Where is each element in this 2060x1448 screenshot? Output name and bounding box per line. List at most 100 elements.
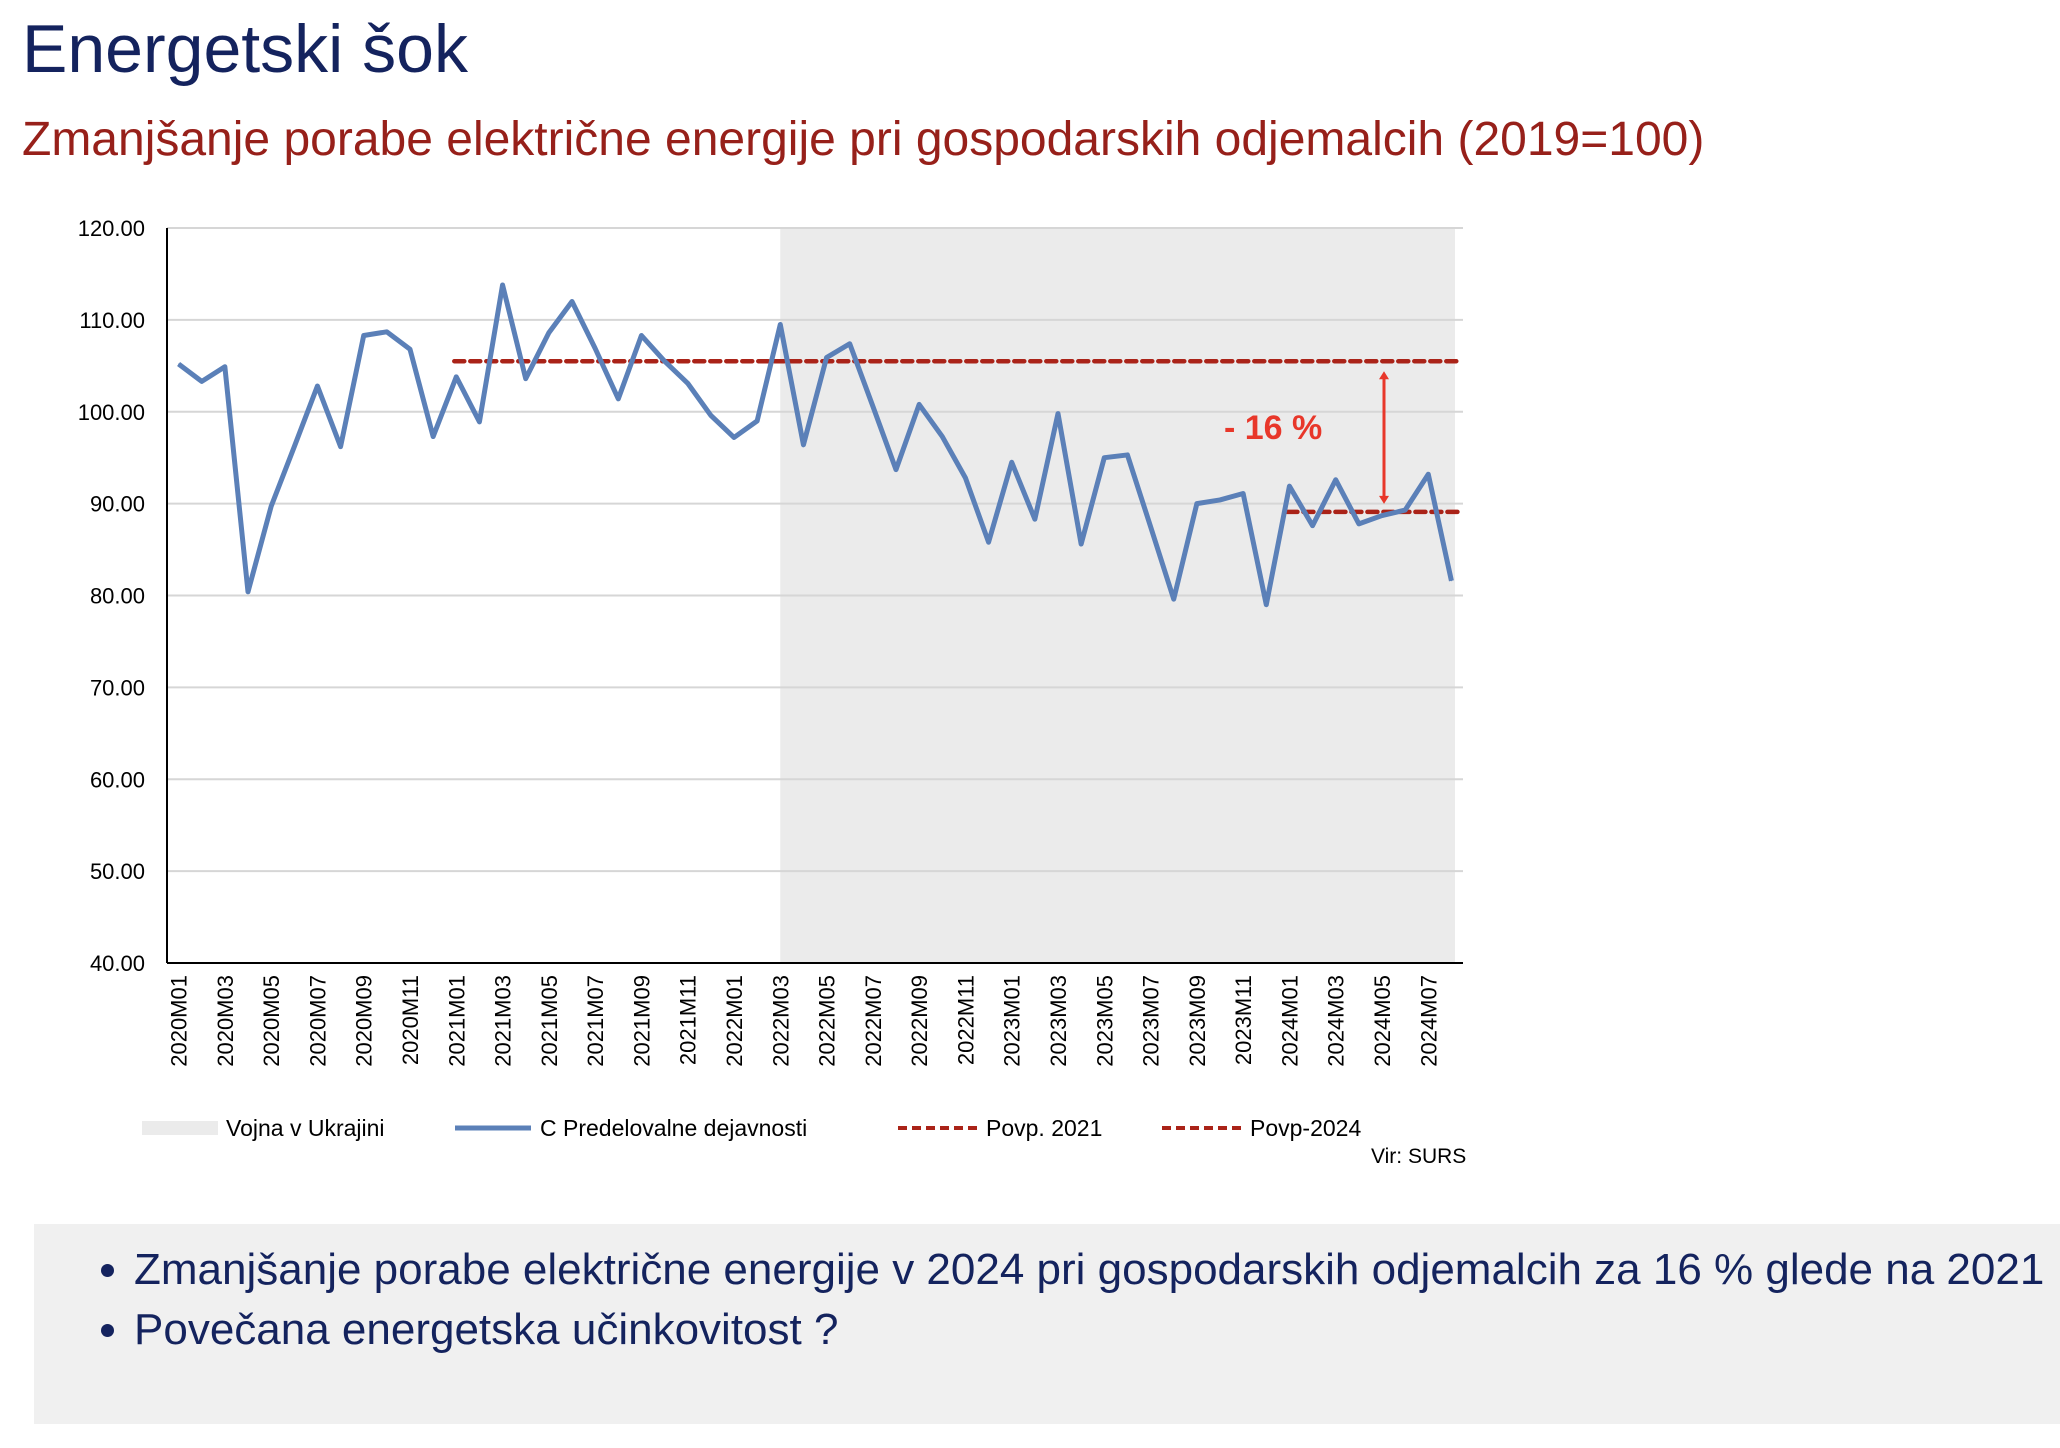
y-tick-label: 70.00 — [90, 675, 145, 700]
arrow-head-up — [1379, 371, 1389, 380]
y-tick-label: 60.00 — [90, 767, 145, 792]
y-tick-label: 110.00 — [79, 308, 145, 333]
x-tick-label: 2024M01 — [1277, 975, 1302, 1067]
data-point — [1404, 509, 1406, 511]
x-tick-label: 2023M03 — [1046, 975, 1071, 1067]
x-tick-label: 2022M11 — [953, 975, 978, 1065]
data-point — [1196, 503, 1198, 505]
x-tick-label: 2021M07 — [583, 975, 608, 1067]
x-tick-label: 2020M07 — [305, 975, 330, 1067]
x-tick-label: 2021M11 — [676, 975, 701, 1065]
x-tick-label: 2023M05 — [1092, 975, 1117, 1067]
data-point — [733, 436, 735, 438]
data-point — [988, 541, 990, 543]
line-chart: 40.00 50.00 60.00 70.00 80.00 90.00 100.00 110.… — [78, 216, 1463, 1141]
x-tick-label: 2023M07 — [1139, 975, 1164, 1067]
x-tick-label: 2020M05 — [259, 975, 284, 1067]
y-tick-label: 40.00 — [90, 951, 145, 976]
data-point — [1103, 457, 1105, 459]
data-point — [687, 382, 689, 384]
data-point — [1427, 473, 1429, 475]
data-point — [409, 348, 411, 350]
bullet-item: Zmanjšanje porabe električne energije v … — [134, 1242, 2060, 1298]
data-point — [872, 405, 874, 407]
legend-label: Povp-2024 — [1250, 1115, 1361, 1141]
legend-label: C Predelovalne dejavnosti — [540, 1115, 807, 1141]
data-point — [316, 385, 318, 387]
y-tick-label: 100.00 — [78, 400, 145, 425]
x-tick-label: 2022M09 — [907, 975, 932, 1067]
data-point — [941, 436, 943, 438]
source-note: Vir: SURS — [1371, 1145, 1467, 1168]
y-tick-label: 80.00 — [90, 584, 145, 609]
data-point — [224, 366, 226, 368]
data-point — [548, 332, 550, 334]
data-point — [710, 414, 712, 416]
series-line-manufacturing — [177, 282, 1454, 608]
data-point — [455, 376, 457, 378]
x-tick-label: 2021M01 — [444, 975, 469, 1067]
x-tick-label: 2020M09 — [352, 975, 377, 1067]
data-point — [1057, 413, 1059, 415]
legend-label: Vojna v Ukrajini — [226, 1115, 385, 1141]
x-tick-label: 2021M03 — [491, 975, 516, 1067]
data-point — [502, 284, 504, 286]
data-point — [571, 301, 573, 302]
data-point — [1080, 543, 1082, 545]
data-point — [478, 421, 480, 423]
data-point — [340, 446, 342, 448]
data-point — [1381, 515, 1383, 517]
y-tick-label: 90.00 — [90, 492, 145, 517]
data-point — [664, 360, 666, 362]
x-tick-label: 2021M05 — [537, 975, 562, 1067]
x-tick-label: 2020M01 — [167, 975, 192, 1067]
data-point — [640, 334, 642, 336]
data-point — [964, 477, 966, 479]
data-point — [895, 469, 897, 471]
legend-label: Povp. 2021 — [986, 1115, 1102, 1141]
data-point — [1242, 493, 1244, 495]
page-title: Energetski šok — [22, 11, 468, 87]
data-point — [802, 444, 804, 446]
data-point — [432, 436, 434, 438]
data-point — [1288, 485, 1290, 487]
x-tick-label: 2023M01 — [1000, 975, 1025, 1067]
data-point — [1126, 454, 1128, 456]
data-point — [363, 334, 365, 336]
data-point — [386, 331, 388, 333]
x-tick-label: 2022M05 — [815, 975, 840, 1067]
x-tick-label: 2024M03 — [1324, 975, 1349, 1067]
data-point — [201, 380, 203, 382]
data-point — [1034, 518, 1036, 520]
data-point — [1173, 598, 1175, 600]
y-tick-label: 50.00 — [90, 859, 145, 884]
arrow-head-down — [1379, 495, 1389, 504]
data-point — [1335, 479, 1337, 481]
x-tick-label: 2023M11 — [1231, 975, 1256, 1065]
data-point — [270, 505, 272, 507]
x-tick-label: 2022M03 — [768, 975, 793, 1067]
legend-swatch-war — [142, 1121, 218, 1135]
bullet-item: Povečana energetska učinkovitost ? — [134, 1302, 2060, 1358]
data-point — [617, 398, 619, 400]
data-point — [1450, 580, 1452, 582]
data-point — [1312, 525, 1314, 527]
data-point — [178, 363, 180, 365]
x-tick-label: 2023M09 — [1185, 975, 1210, 1067]
x-tick-label: 2020M11 — [398, 975, 423, 1065]
data-point — [1265, 604, 1267, 606]
data-point — [779, 323, 781, 325]
x-tick-label: 2020M03 — [213, 975, 238, 1067]
x-tick-label: 2021M09 — [629, 975, 654, 1067]
data-point — [1358, 523, 1360, 525]
data-point — [525, 378, 527, 380]
y-tick-label: 120.00 — [78, 216, 145, 241]
x-tick-label: 2024M07 — [1416, 975, 1441, 1067]
data-point — [756, 420, 758, 422]
chart-subtitle: Zmanjšanje porabe električne energije pr… — [22, 113, 1705, 166]
data-point — [1150, 526, 1152, 528]
data-point — [918, 403, 920, 405]
data-point — [594, 347, 596, 349]
bullet-box: Zmanjšanje porabe električne energije v … — [34, 1224, 2060, 1424]
data-point — [1219, 499, 1221, 501]
